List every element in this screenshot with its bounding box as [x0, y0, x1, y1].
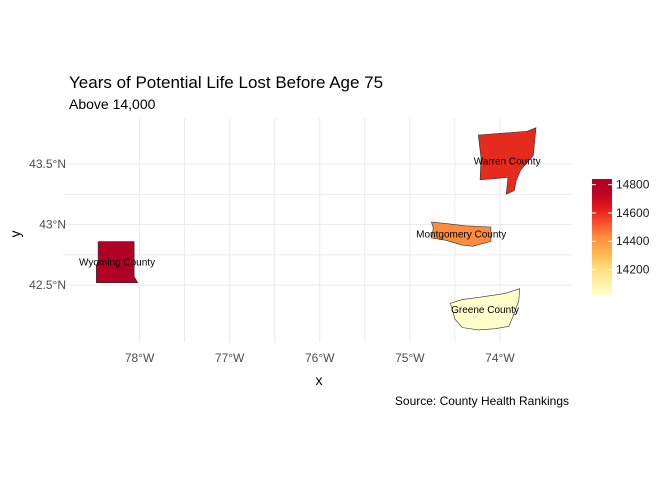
x-tick-label: 78°W — [125, 351, 155, 365]
y-axis-title: y — [7, 231, 23, 238]
x-tick-label: 74°W — [485, 351, 515, 365]
legend-tick-label: 14200 — [616, 263, 650, 277]
legend-tick-label: 14800 — [616, 178, 650, 192]
x-tick-label: 77°W — [215, 351, 245, 365]
x-tick-label: 75°W — [395, 351, 425, 365]
x-axis-ticks: 78°W 77°W 76°W 75°W 74°W — [125, 351, 516, 365]
chart-subtitle: Above 14,000 — [69, 96, 156, 112]
legend-color-bar — [592, 179, 612, 295]
legend-tick-label: 14600 — [616, 206, 650, 220]
county-polygon-warren-county — [477, 127, 537, 195]
county-polygons — [96, 127, 537, 331]
y-tick-label: 43°N — [39, 218, 66, 232]
county-labels: Wyoming County Warren County Montgomery Co… — [79, 156, 541, 315]
legend-ticks: 14200 14400 14600 14800 — [592, 178, 650, 277]
legend-tick-label: 14400 — [616, 234, 650, 248]
y-tick-label: 42.5°N — [29, 278, 66, 292]
county-label: Wyoming County — [79, 258, 155, 269]
county-label: Greene County — [451, 305, 519, 316]
county-label: Warren County — [474, 156, 541, 167]
county-polygon-wyoming-county — [96, 241, 139, 284]
grid-lines — [63, 118, 572, 342]
y-axis-ticks: 43.5°N 43°N 42.5°N — [29, 157, 66, 292]
county-polygon-greene-county — [450, 288, 521, 331]
chart-caption: Source: County Health Rankings — [395, 394, 569, 408]
x-axis-title: x — [316, 372, 323, 388]
county-polygon-montgomery-county — [431, 221, 492, 247]
chart-title: Years of Potential Life Lost Before Age … — [69, 73, 383, 92]
y-tick-label: 43.5°N — [29, 157, 66, 171]
county-label: Montgomery County — [416, 230, 506, 241]
x-tick-label: 76°W — [305, 351, 335, 365]
